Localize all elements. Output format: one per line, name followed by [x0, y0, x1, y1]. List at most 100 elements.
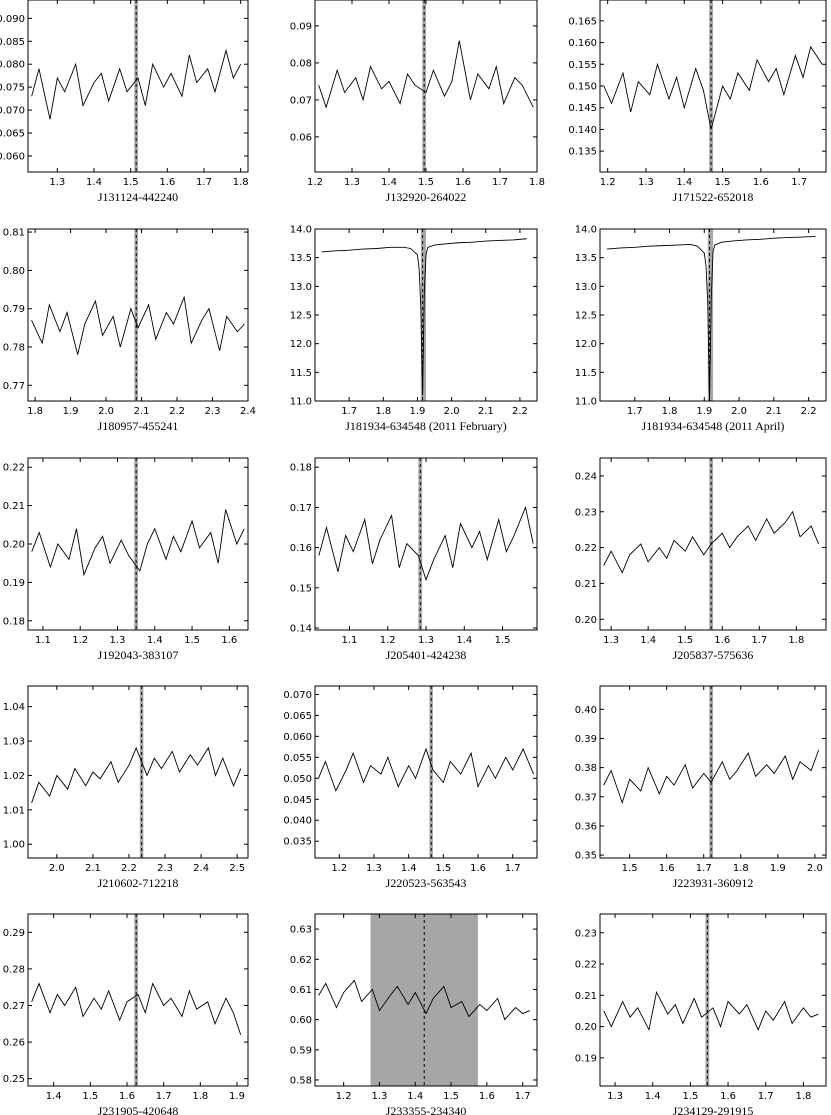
x-tick-label: 1.8: [192, 1091, 208, 1102]
x-tick-label: 1.8: [733, 863, 749, 874]
plot-frame: [599, 685, 827, 859]
x-tick-label: 1.6: [753, 177, 769, 188]
x-tick-label: 1.6: [455, 177, 471, 188]
x-tick-label: 1.3: [371, 1091, 387, 1102]
x-tick-label: 1.8: [375, 406, 391, 417]
x-tick-label: 2.0: [98, 406, 114, 417]
y-tick-label: 0.22: [575, 960, 597, 971]
x-axis-label: J192043-383107: [98, 648, 179, 662]
x-tick-label: 1.2: [336, 1091, 352, 1102]
panel: 1.3 1.4 1.5 1.6 1.7 1.8 0.19 0.20 0.21 0.22 0.23 J2…: [575, 913, 827, 1115]
line-band: [420, 229, 426, 401]
y-tick-label: 0.20: [575, 615, 597, 626]
plot-frame: [27, 0, 249, 173]
y-tick-label: 0.78: [3, 342, 25, 353]
plot-frame: [599, 913, 827, 1087]
data-line: [318, 747, 534, 793]
y-tick-label: 0.28: [3, 964, 25, 975]
line-band: [707, 229, 713, 401]
y-tick-label: 0.065: [283, 711, 312, 722]
data-line: [31, 746, 242, 804]
data-line: [321, 238, 527, 396]
x-tick-label: 1.3: [418, 635, 434, 646]
x-tick-label: 1.6: [159, 177, 175, 188]
data-line: [31, 295, 245, 355]
x-tick-label: 2.0: [49, 863, 65, 874]
y-tick-label: 1.01: [3, 805, 25, 816]
x-tick-label: 2.2: [512, 406, 528, 417]
y-tick-label: 13.5: [290, 253, 312, 264]
x-tick-label: 1.5: [418, 177, 434, 188]
data-line: [31, 982, 242, 1035]
y-tick-label: 0.18: [290, 463, 312, 474]
x-tick-label: 1.2: [331, 863, 347, 874]
x-tick-label: 1.9: [770, 863, 786, 874]
x-tick-label: 1.6: [119, 1091, 135, 1102]
data-line: [603, 749, 820, 805]
x-tick-label: 1.5: [443, 1091, 459, 1102]
y-tick-label: 0.21: [3, 501, 25, 512]
data-line: [318, 979, 531, 1021]
y-tick-label: 0.27: [3, 1001, 25, 1012]
y-tick-label: 0.62: [290, 955, 312, 966]
x-tick-label: 1.3: [603, 635, 619, 646]
x-axis-label: J234129-291915: [673, 1104, 754, 1115]
x-tick-label: 1.4: [381, 177, 397, 188]
x-tick-label: 1.3: [638, 177, 654, 188]
x-tick-label: 1.7: [758, 1091, 774, 1102]
x-tick-label: 2.4: [193, 863, 209, 874]
x-axis-label: J233355-234340: [386, 1104, 467, 1115]
y-tick-label: 0.21: [575, 579, 597, 590]
x-tick-label: 1.5: [495, 635, 511, 646]
panel: 1.8 1.9 2.0 2.1 2.2 2.3 2.4 0.77 0.78 0.79 0.80 0.8…: [3, 228, 256, 433]
x-tick-label: 2.3: [205, 406, 221, 417]
x-tick-label: 1.5: [622, 863, 638, 874]
x-axis-label: J181934-634548 (2011 February): [345, 419, 507, 433]
plot-frame: [314, 685, 538, 859]
x-tick-label: 1.3: [607, 1091, 623, 1102]
y-tick-label: 11.0: [575, 397, 597, 408]
y-tick-label: 0.135: [568, 147, 597, 158]
y-tick-label: 0.17: [290, 503, 312, 514]
x-tick-label: 1.3: [110, 635, 126, 646]
y-tick-label: 0.160: [568, 38, 597, 49]
y-tick-label: 0.80: [3, 266, 25, 277]
y-tick-label: 0.19: [575, 1053, 597, 1064]
y-tick-label: 0.09: [290, 21, 312, 32]
plot-frame: [27, 913, 249, 1087]
x-tick-label: 1.6: [714, 635, 730, 646]
panel: 1.2 1.3 1.4 1.5 1.6 1.7 1.8 0.06 0.07 0.08 0.09 J13…: [290, 0, 545, 204]
panel: 1.2 1.3 1.4 1.5 1.6 1.7 0.035 0.040 0.045 0.050 0.…: [283, 685, 538, 890]
y-tick-label: 0.59: [290, 1045, 312, 1056]
x-tick-label: 2.4: [240, 406, 256, 417]
x-axis-label: J131124-442240: [98, 190, 178, 204]
y-tick-label: 0.155: [568, 60, 597, 71]
y-tick-label: 0.035: [283, 837, 312, 848]
x-tick-label: 1.7: [515, 1091, 531, 1102]
x-tick-label: 2.1: [134, 406, 150, 417]
x-tick-label: 1.4: [456, 635, 472, 646]
y-tick-label: 0.070: [283, 690, 312, 701]
y-tick-label: 0.58: [290, 1075, 312, 1086]
x-tick-label: 1.6: [659, 863, 675, 874]
panel: 1.2 1.3 1.4 1.5 1.6 1.7 0.58 0.59 0.60 0.61 0.62 0.…: [290, 913, 538, 1115]
x-tick-label: 1.9: [696, 406, 712, 417]
x-tick-label: 1.5: [682, 1091, 698, 1102]
x-tick-label: 1.2: [307, 177, 323, 188]
y-tick-label: 13.5: [575, 253, 597, 264]
x-axis-label: J171522-652018: [673, 190, 754, 204]
x-tick-label: 2.2: [801, 406, 817, 417]
x-tick-label: 1.3: [366, 863, 382, 874]
x-tick-label: 1.7: [751, 635, 767, 646]
data-line: [318, 40, 534, 109]
x-tick-label: 1.6: [720, 1091, 736, 1102]
data-line: [31, 509, 245, 577]
y-tick-label: 0.145: [568, 103, 597, 114]
y-tick-label: 0.37: [575, 792, 597, 803]
y-tick-label: 0.060: [0, 151, 25, 162]
x-tick-label: 1.8: [529, 177, 545, 188]
y-tick-label: 1.04: [3, 702, 25, 713]
plot-frame: [27, 228, 249, 402]
data-line: [31, 48, 242, 120]
